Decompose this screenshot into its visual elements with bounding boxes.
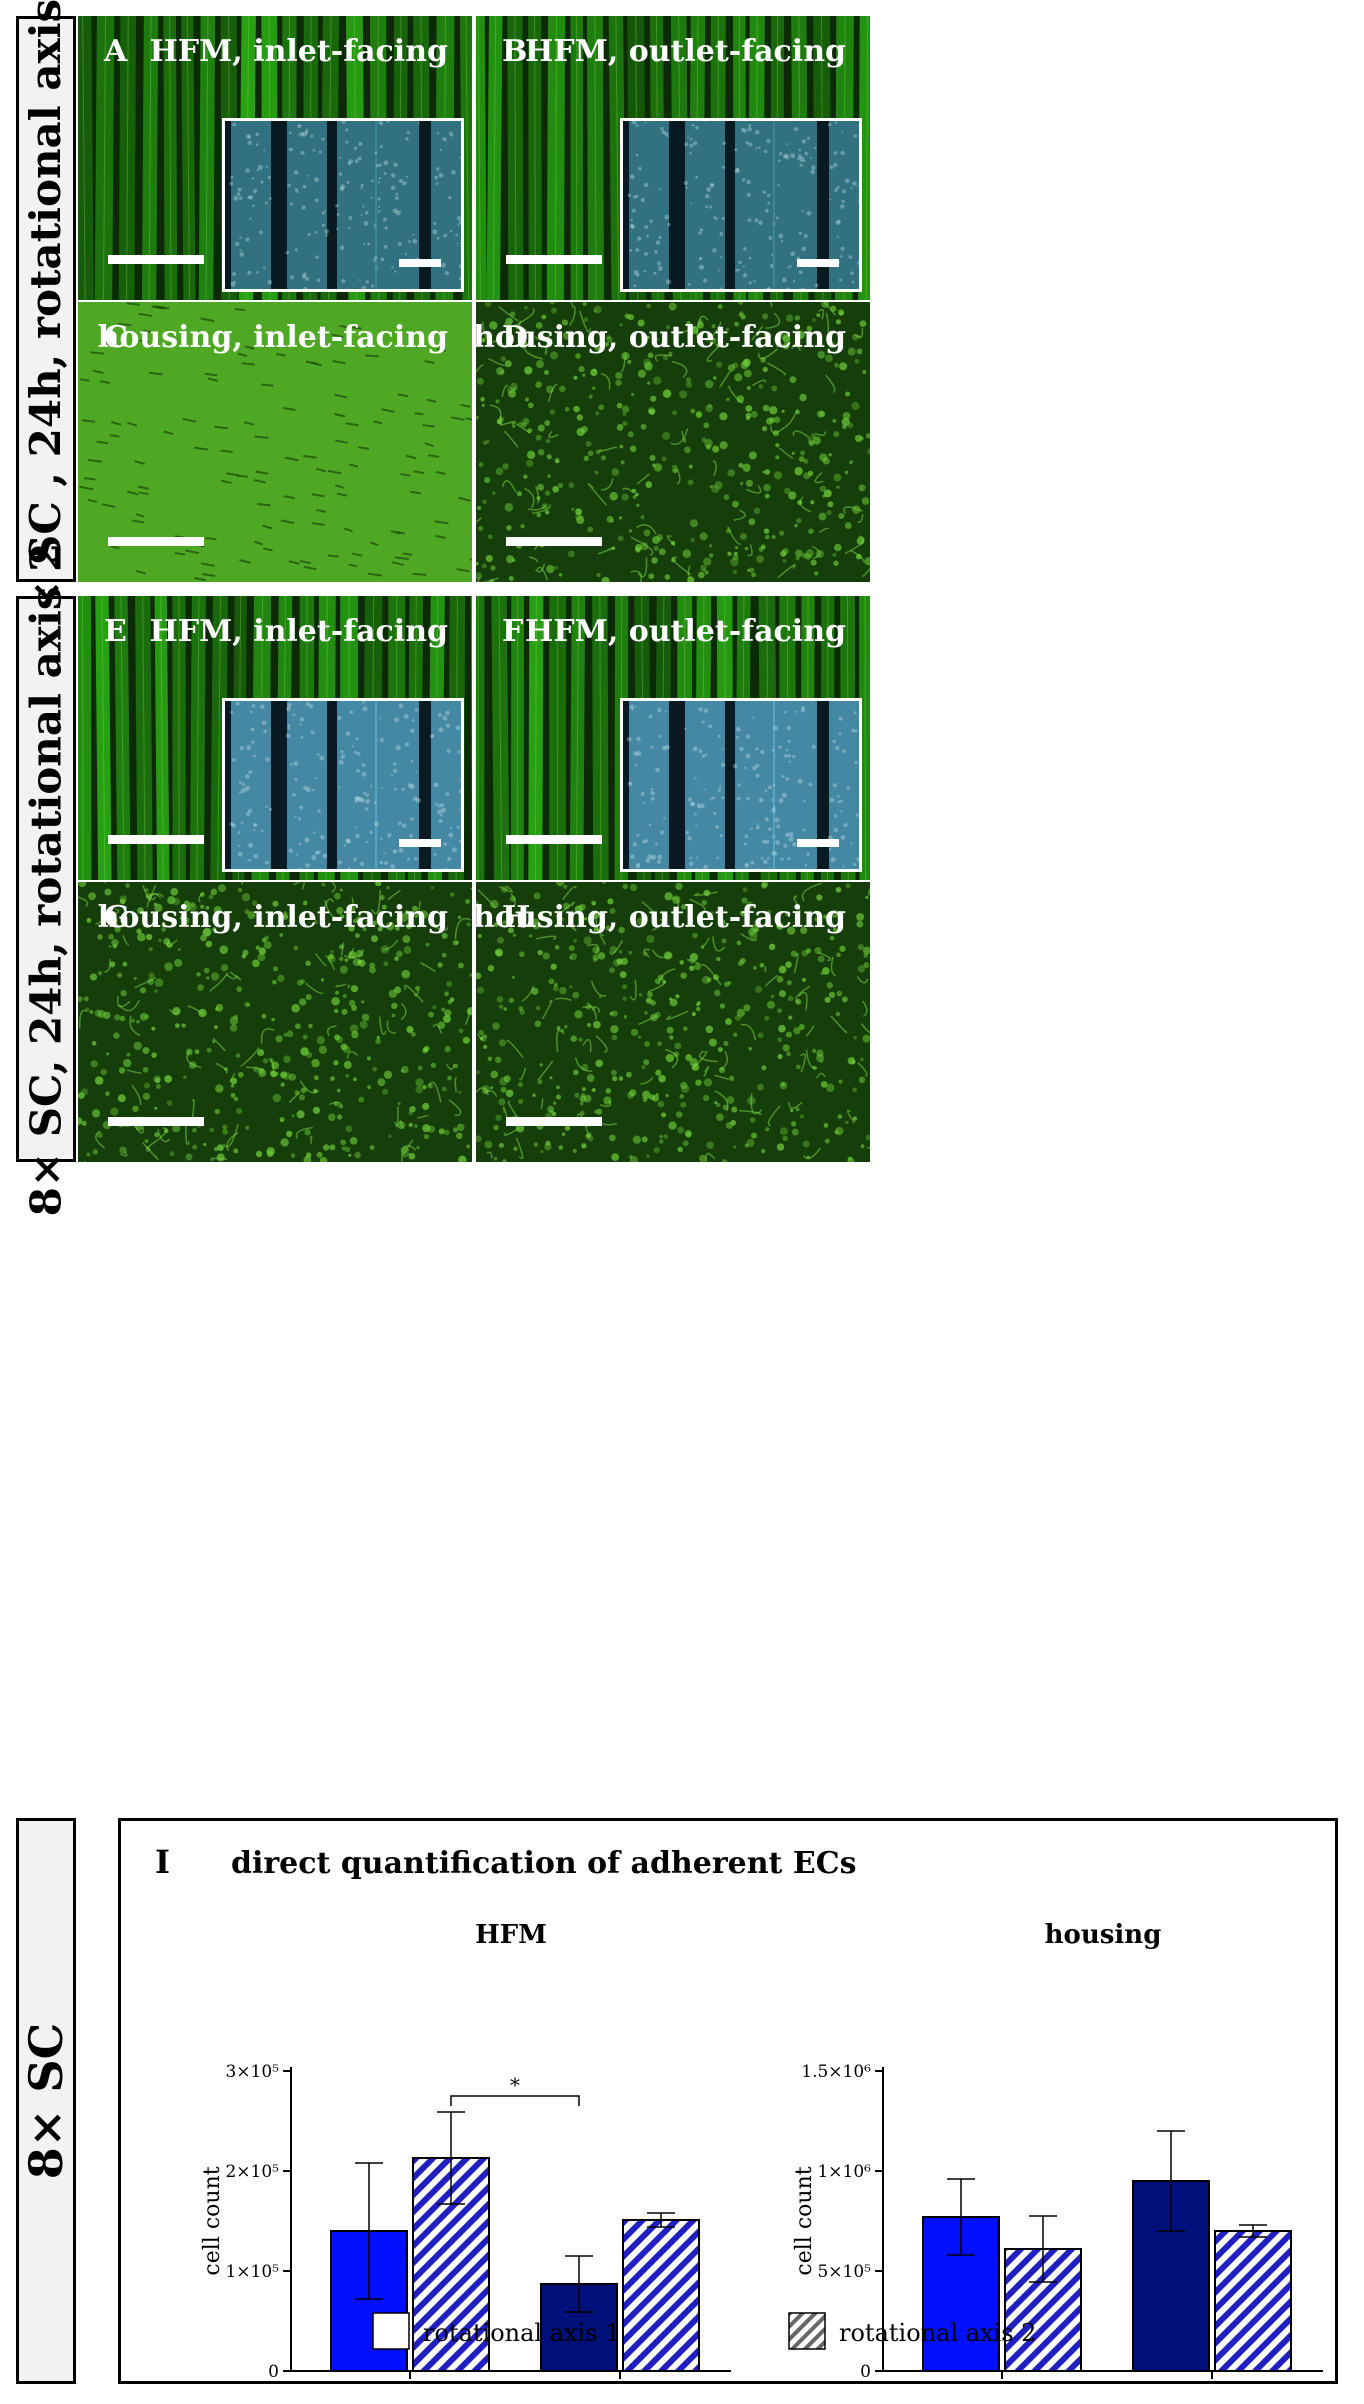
legend-item-1: rotational axis 1 (372, 2312, 620, 2350)
panel-title: housing, outlet-facing (476, 320, 846, 355)
y-axis-label: cell count (200, 2166, 225, 2275)
panel-letter: D (502, 320, 529, 355)
y-axis-label: cell count (792, 2166, 817, 2275)
subplot-title: housing (1045, 1920, 1162, 1950)
panel-title: HFM, outlet-facing (524, 34, 846, 69)
inset-image (620, 698, 862, 872)
scale-bar (108, 537, 204, 546)
y-tick-label: 3×10⁵ (225, 2062, 279, 2082)
y-tick-label: 0 (860, 2362, 871, 2381)
panel-letter: A (104, 34, 128, 69)
inset-image (620, 118, 862, 292)
inset-scale-bar (797, 839, 839, 847)
panel-title: HFM, inlet-facing (149, 34, 448, 69)
section-label-rotational-axis-2: 8× SC, 24h, rotational axis 2 (16, 542, 76, 1216)
significance-bracket (450, 2095, 580, 2106)
y-tick-label: 5×10⁵ (817, 2262, 871, 2282)
panel-letter: B (502, 34, 528, 69)
bar-chart: I direct quantification of adherent ECs … (155, 1843, 1323, 2381)
scale-bar (506, 255, 602, 264)
panel-letter: F (502, 614, 524, 649)
micrograph-panel-e: E HFM, inlet-facing (78, 596, 472, 880)
micrograph-panel-d: D housing, outlet-facing (476, 302, 870, 582)
micrograph-panel-c: C housing, inlet-facing (78, 302, 472, 582)
section-label-text: 8× SC (19, 2022, 73, 2180)
legend-label: rotational axis 1 (423, 2319, 620, 2347)
section-label-8x-sc: 8× SC (16, 1818, 76, 2384)
significance-label: * (510, 2073, 520, 2097)
inset-scale-bar (399, 839, 441, 847)
legend-label: rotational axis 2 (839, 2319, 1036, 2347)
panel-title: housing, outlet-facing (476, 900, 846, 935)
subplot-title: HFM (475, 1920, 547, 1950)
panel-title: housing, inlet-facing (97, 320, 448, 355)
micrograph-image (476, 882, 870, 1162)
micrograph-panel-b: B HFM, outlet-facing (476, 16, 870, 300)
chart-title: direct quantification of adherent ECs (231, 1846, 856, 1881)
micrograph-image (476, 302, 870, 582)
y-tick-label: 1.5×10⁶ (801, 2062, 871, 2082)
bar-24h-hatched (1214, 2230, 1292, 2372)
y-tick-label: 0 (268, 2362, 279, 2381)
panel-title: HFM, outlet-facing (524, 614, 846, 649)
micrograph-panel-g: G housing, inlet-facing (78, 882, 472, 1162)
quantification-chart-panel: I direct quantification of adherent ECs … (118, 1818, 1338, 2384)
section-label-text: 8× SC, 24h, rotational axis 2 (21, 542, 71, 1216)
section-label-rotational-axis-1: 8× SC , 24h, rotational axis 1 (16, 0, 76, 644)
bar-24h-hatched (622, 2219, 700, 2372)
scale-bar (506, 537, 602, 546)
legend-swatch (788, 2312, 826, 2350)
scale-bar (108, 255, 204, 264)
panel-letter: E (104, 614, 127, 649)
legend-item-2: rotational axis 2 (788, 2312, 1036, 2350)
micrograph-panel-h: H housing, outlet-facing (476, 882, 870, 1162)
y-tick-label: 1×10⁶ (817, 2162, 871, 2182)
scale-bar (108, 835, 204, 844)
scale-bar (108, 1117, 204, 1126)
panel-letter: G (104, 900, 130, 935)
scale-bar (506, 1117, 602, 1126)
legend-swatch (372, 2312, 410, 2350)
panel-title: housing, inlet-facing (97, 900, 448, 935)
panel-letter: H (502, 900, 531, 935)
inset-scale-bar (797, 259, 839, 267)
inset-scale-bar (399, 259, 441, 267)
panel-letter: C (104, 320, 128, 355)
micrograph-panel-a: A HFM, inlet-facing (78, 16, 472, 300)
micrograph-image (78, 882, 472, 1162)
panel-title: HFM, inlet-facing (149, 614, 448, 649)
chart-panel-letter: I (155, 1843, 170, 1881)
y-tick-label: 2×10⁵ (225, 2162, 279, 2182)
scale-bar (506, 835, 602, 844)
micrograph-panel-f: F HFM, outlet-facing (476, 596, 870, 880)
inset-image (222, 698, 464, 872)
inset-image (222, 118, 464, 292)
y-tick-label: 1×10⁵ (225, 2262, 279, 2282)
